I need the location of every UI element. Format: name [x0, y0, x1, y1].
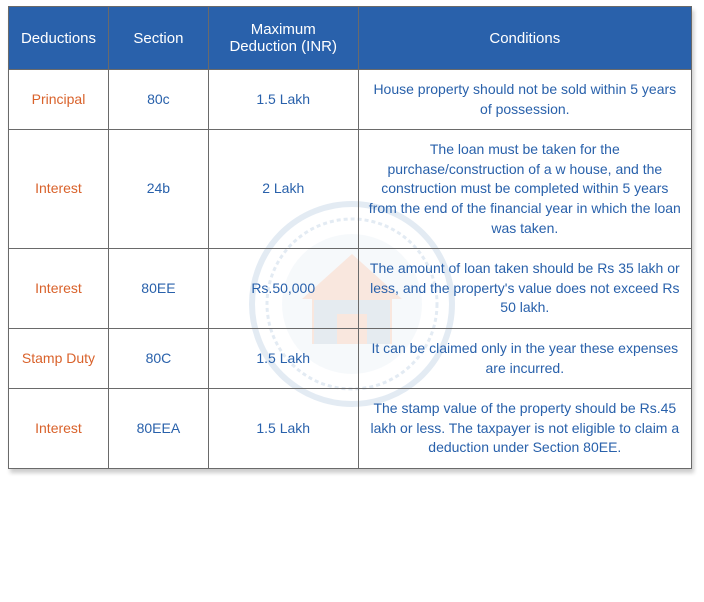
table-row: Principal 80c 1.5 Lakh House property sh… [9, 70, 692, 130]
cell-max: 1.5 Lakh [208, 328, 358, 388]
cell-section: 80EE [108, 249, 208, 329]
cell-section: 80c [108, 70, 208, 130]
table-row: Stamp Duty 80C 1.5 Lakh It can be claime… [9, 328, 692, 388]
header-conditions: Conditions [358, 7, 691, 70]
table-row: Interest 80EEA 1.5 Lakh The stamp value … [9, 389, 692, 469]
header-section: Section [108, 7, 208, 70]
table-row: Interest 80EE Rs.50,000 The amount of lo… [9, 249, 692, 329]
cell-deduction: Interest [9, 389, 109, 469]
cell-deduction: Stamp Duty [9, 328, 109, 388]
table-header-row: Deductions Section Maximum Deduction (IN… [9, 7, 692, 70]
header-max-deduction: Maximum Deduction (INR) [208, 7, 358, 70]
cell-section: 80EEA [108, 389, 208, 469]
cell-max: 1.5 Lakh [208, 389, 358, 469]
cell-condition: It can be claimed only in the year these… [358, 328, 691, 388]
cell-deduction: Interest [9, 249, 109, 329]
cell-max: 2 Lakh [208, 130, 358, 249]
table-row: Interest 24b 2 Lakh The loan must be tak… [9, 130, 692, 249]
cell-condition: The amount of loan taken should be Rs 35… [358, 249, 691, 329]
header-deductions: Deductions [9, 7, 109, 70]
cell-condition: The loan must be taken for the purchase/… [358, 130, 691, 249]
cell-max: 1.5 Lakh [208, 70, 358, 130]
cell-condition: House property should not be sold within… [358, 70, 691, 130]
cell-deduction: Principal [9, 70, 109, 130]
cell-section: 24b [108, 130, 208, 249]
cell-max: Rs.50,000 [208, 249, 358, 329]
cell-section: 80C [108, 328, 208, 388]
cell-deduction: Interest [9, 130, 109, 249]
deductions-table: Deductions Section Maximum Deduction (IN… [8, 6, 692, 469]
cell-condition: The stamp value of the property should b… [358, 389, 691, 469]
